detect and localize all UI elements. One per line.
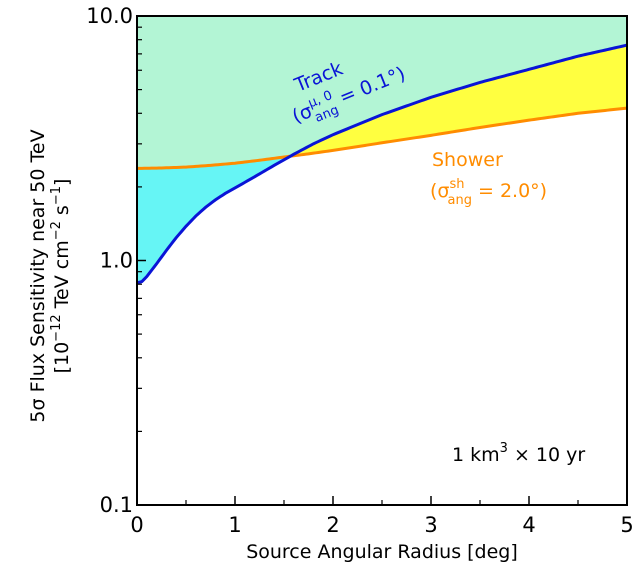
x-tick-label: 2 <box>326 513 339 537</box>
fill-above-both <box>137 16 627 169</box>
series-lines <box>136 43 628 285</box>
y-tick-label: 1.0 <box>100 249 133 273</box>
x-tick-label: 1 <box>228 513 241 537</box>
x-tick-label: 0 <box>130 513 143 537</box>
y-axis-label-line2: [10−12 TeV cm−2 s−1] <box>49 179 73 374</box>
y-tick-label: 0.1 <box>100 493 133 517</box>
fill-between-yellow <box>291 45 627 157</box>
exposure-annotation: 1 km3 × 10 yr <box>452 441 585 466</box>
x-tick-label: 5 <box>620 513 633 537</box>
plot-frame <box>136 15 628 506</box>
track-line <box>136 43 628 285</box>
y-tick-labels: 0.1 1.0 10.0 <box>86 4 133 517</box>
shower-line <box>136 106 628 170</box>
fill-between-cyan <box>137 156 289 283</box>
shower-annotation-title: Shower <box>432 149 503 171</box>
y-tick-label: 10.0 <box>86 4 133 28</box>
y-axis-label: 5σ Flux Sensitivity near 50 TeV [10−12 T… <box>27 129 73 422</box>
fill-regions <box>137 16 627 283</box>
x-tick-labels: 0 1 2 3 4 5 <box>130 513 633 537</box>
shower-annotation-sigma: (σsh ang = 2.0°) <box>430 177 547 208</box>
x-tick-label: 3 <box>424 513 437 537</box>
y-axis-label-line1: 5σ Flux Sensitivity near 50 TeV <box>27 129 49 422</box>
x-axis-label: Source Angular Radius [deg] <box>246 541 518 563</box>
x-tick-label: 4 <box>522 513 535 537</box>
